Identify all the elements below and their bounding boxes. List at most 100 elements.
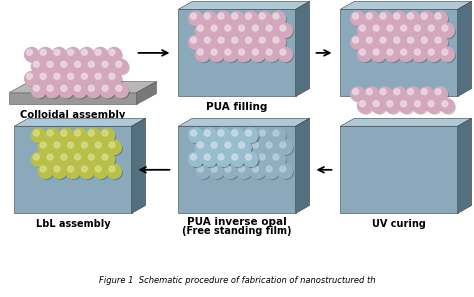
Circle shape <box>202 128 217 143</box>
Circle shape <box>380 37 393 50</box>
Circle shape <box>218 154 224 160</box>
Circle shape <box>209 23 224 37</box>
Circle shape <box>95 142 101 148</box>
Circle shape <box>191 13 197 19</box>
Circle shape <box>74 154 81 160</box>
Circle shape <box>280 25 293 39</box>
Circle shape <box>238 25 252 39</box>
Circle shape <box>246 130 259 143</box>
Circle shape <box>387 49 393 55</box>
Circle shape <box>116 85 129 99</box>
Circle shape <box>54 142 60 148</box>
Circle shape <box>387 25 401 39</box>
Circle shape <box>102 130 116 143</box>
Circle shape <box>204 154 218 168</box>
Circle shape <box>232 154 245 168</box>
Circle shape <box>74 61 88 75</box>
Circle shape <box>88 61 102 75</box>
Circle shape <box>351 11 365 26</box>
Circle shape <box>93 72 108 86</box>
Circle shape <box>230 128 244 143</box>
Circle shape <box>31 152 46 166</box>
Circle shape <box>401 101 407 107</box>
Text: Figure 1  Schematic procedure of fabrication of nanostructured th: Figure 1 Schematic procedure of fabricat… <box>99 276 375 285</box>
Circle shape <box>380 13 386 19</box>
Circle shape <box>244 128 258 143</box>
Circle shape <box>266 166 280 179</box>
Circle shape <box>387 49 401 63</box>
Circle shape <box>88 61 94 67</box>
Circle shape <box>191 130 197 136</box>
Circle shape <box>191 154 197 160</box>
Circle shape <box>271 35 285 50</box>
Circle shape <box>93 140 108 154</box>
Circle shape <box>66 164 80 178</box>
Circle shape <box>40 49 54 63</box>
Circle shape <box>45 83 60 98</box>
Circle shape <box>419 11 434 26</box>
Circle shape <box>244 128 258 143</box>
Circle shape <box>33 61 47 75</box>
Circle shape <box>378 11 392 26</box>
Circle shape <box>197 49 211 63</box>
Circle shape <box>202 152 217 166</box>
Circle shape <box>54 166 67 179</box>
Circle shape <box>54 166 60 172</box>
Circle shape <box>359 49 373 63</box>
Circle shape <box>25 72 39 86</box>
Circle shape <box>264 23 279 37</box>
Circle shape <box>191 154 197 160</box>
Circle shape <box>406 11 420 26</box>
Circle shape <box>191 130 197 136</box>
Circle shape <box>86 128 101 143</box>
Circle shape <box>189 128 203 143</box>
Circle shape <box>197 166 211 179</box>
Circle shape <box>27 73 40 87</box>
Polygon shape <box>178 1 310 9</box>
Circle shape <box>211 142 217 148</box>
Circle shape <box>47 85 61 99</box>
Circle shape <box>204 154 210 160</box>
Circle shape <box>223 140 237 154</box>
Circle shape <box>202 128 217 143</box>
Circle shape <box>353 89 358 95</box>
Circle shape <box>273 13 286 27</box>
Circle shape <box>442 25 456 39</box>
Circle shape <box>109 73 122 87</box>
Circle shape <box>230 35 244 50</box>
Circle shape <box>278 140 292 154</box>
Circle shape <box>189 128 203 143</box>
Circle shape <box>440 47 454 61</box>
Circle shape <box>59 152 73 166</box>
Circle shape <box>68 142 81 156</box>
Circle shape <box>442 25 448 31</box>
Circle shape <box>414 101 420 107</box>
Circle shape <box>366 89 372 95</box>
Circle shape <box>225 166 231 172</box>
Circle shape <box>380 37 386 43</box>
Circle shape <box>373 25 387 39</box>
Circle shape <box>33 130 39 136</box>
Circle shape <box>216 128 230 143</box>
Circle shape <box>380 13 393 27</box>
Circle shape <box>88 85 102 99</box>
Circle shape <box>230 128 244 143</box>
Circle shape <box>191 130 197 136</box>
Circle shape <box>246 154 252 160</box>
Circle shape <box>204 154 218 168</box>
Circle shape <box>246 130 259 143</box>
Circle shape <box>419 35 434 50</box>
Circle shape <box>421 89 427 95</box>
Circle shape <box>38 72 53 86</box>
Circle shape <box>109 166 122 179</box>
Circle shape <box>266 49 272 55</box>
Circle shape <box>257 11 272 26</box>
Circle shape <box>264 164 279 178</box>
Circle shape <box>250 164 265 178</box>
Circle shape <box>252 25 258 31</box>
Circle shape <box>278 164 292 178</box>
Circle shape <box>387 101 393 107</box>
Circle shape <box>191 130 204 143</box>
Circle shape <box>408 37 413 43</box>
Circle shape <box>216 128 230 143</box>
